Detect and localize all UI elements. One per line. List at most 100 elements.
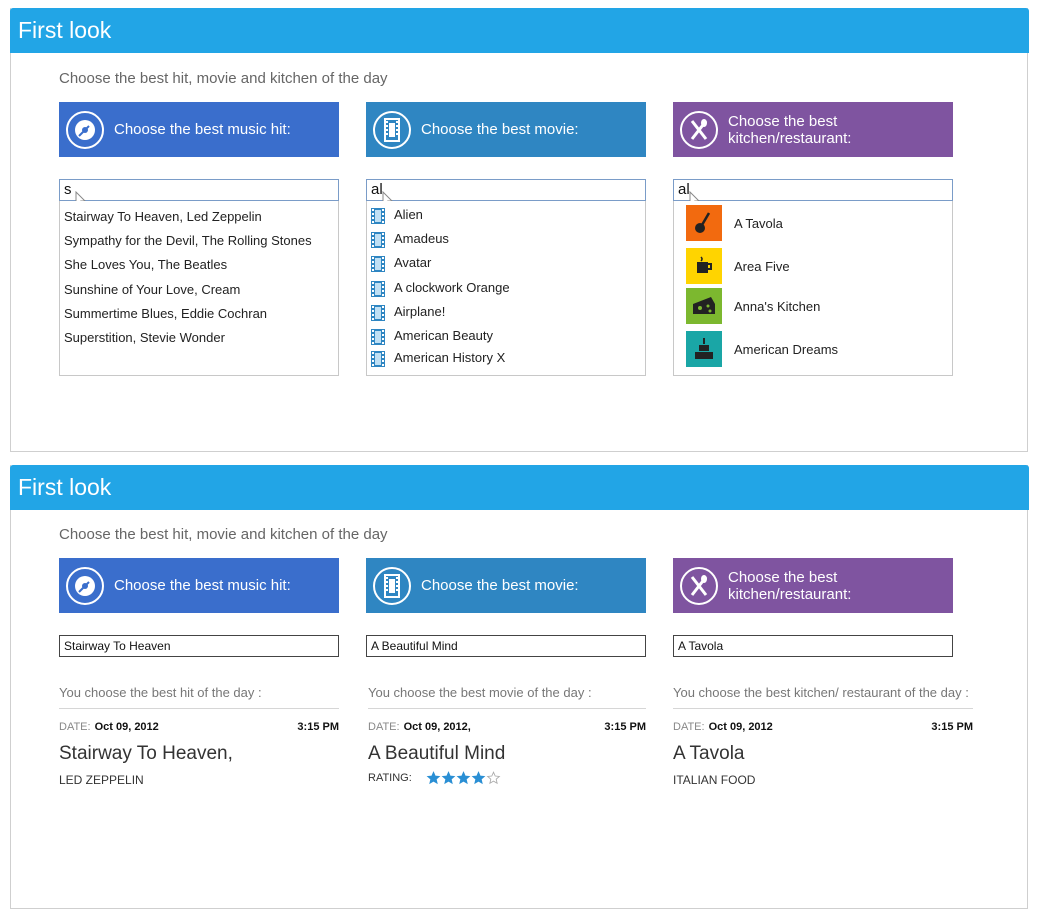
list-item[interactable]: Stairway To Heaven, Led Zeppelin [64,209,262,224]
coffee-cup-icon [686,248,722,284]
film-icon [371,280,385,297]
date-value: Oct 09, 2012 [708,721,773,733]
vinyl-disc-icon [65,110,105,150]
list-item[interactable]: Summertime Blues, Eddie Cochran [64,306,268,321]
time-value: 3:15 PM [931,721,973,733]
list-item[interactable]: Amadeus [371,231,449,248]
movie-tile: Choose the best movie: [366,558,646,613]
list-item[interactable]: Avatar [371,255,431,272]
movie-tile-label: Choose the best movie: [421,121,579,138]
music-tile: Choose the best music hit: [59,558,339,613]
list-item[interactable]: Sympathy for the Devil, The Rolling Ston… [64,233,312,248]
list-item[interactable]: Anna's Kitchen [686,288,820,324]
movie-suggestion-label: American History X [394,350,506,365]
food-tile-label: Choose the best kitchen/restaurant: [728,112,852,147]
list-item[interactable]: American History X [371,350,505,367]
list-item[interactable]: Area Five [686,248,790,284]
movie-suggestion-label: Alien [394,207,423,222]
time-value: 3:15 PM [604,721,646,733]
movie-suggestion-label: Airplane! [394,304,446,319]
movie-suggestion-label: Avatar [394,255,432,270]
film-icon [371,350,385,367]
result-cuisine: ITALIAN FOOD [673,773,756,787]
list-item[interactable]: She Loves You, The Beatles [64,257,228,272]
panel-subtitle: Choose the best hit, movie and kitchen o… [59,70,388,87]
film-icon [371,328,385,345]
movie-tile: Choose the best movie: [366,102,646,157]
fork-knife-icon [679,110,719,150]
movie-suggestion-label: A clockwork Orange [394,280,510,295]
star-empty-icon[interactable] [486,771,501,785]
music-search-input[interactable]: Stairway To Heaven [59,635,339,657]
date-value: Oct 09, 2012, [403,721,471,733]
star-filled-icon[interactable] [441,771,456,785]
music-tile: Choose the best music hit: [59,102,339,157]
result-title: A Beautiful Mind [368,743,506,764]
first-look-panel: First look Choose the best hit, movie an… [10,8,1029,452]
panel-title: First look [10,8,1029,53]
list-item[interactable]: American Beauty [371,328,493,345]
food-tile: Choose the best kitchen/restaurant: [673,558,953,613]
movie-suggestion-label: American Beauty [394,328,493,343]
film-icon [371,207,385,224]
food-suggestion-label: Anna's Kitchen [734,298,821,314]
date-label: DATE: [59,721,91,733]
result-heading: You choose the best movie of the day : [368,685,646,709]
rating-row: RATING: [368,771,501,785]
date-value: Oct 09, 2012 [94,721,159,733]
star-filled-icon[interactable] [426,771,441,785]
food-search-input[interactable]: A Tavola [673,635,953,657]
film-icon [371,304,385,321]
fork-knife-icon [679,566,719,606]
date-row: DATE: Oct 09, 2012 3:15 PM [59,721,339,733]
result-title: Stairway To Heaven, [59,743,233,764]
music-search-input[interactable]: s [59,179,339,201]
music-tile-label: Choose the best music hit: [114,121,291,138]
rating-label: RATING: [368,772,412,784]
food-tile: Choose the best kitchen/restaurant: [673,102,953,157]
list-item[interactable]: Sunshine of Your Love, Cream [64,282,241,297]
cheese-icon [686,288,722,324]
vinyl-disc-icon [65,566,105,606]
panel-subtitle: Choose the best hit, movie and kitchen o… [59,526,388,543]
food-suggestion-label: American Dreams [734,341,839,357]
film-strip-icon [372,566,412,606]
list-item[interactable]: Alien [371,207,423,224]
food-tile-label: Choose the best kitchen/restaurant: [728,568,852,603]
rating-stars[interactable] [426,771,501,785]
movie-suggestion-label: Amadeus [394,231,449,246]
ladle-icon [686,205,722,241]
food-search-input[interactable]: al [673,179,953,201]
food-suggestions-list: A Tavola Area Five Anna's Kitchen Americ… [673,201,953,376]
movie-suggestions-list: Alien Amadeus Avatar A clockwork Orange … [366,201,646,376]
movie-search-input[interactable]: A Beautiful Mind [366,635,646,657]
food-suggestion-label: Area Five [734,258,790,274]
movie-search-input[interactable]: al [366,179,646,201]
result-heading: You choose the best kitchen/ restaurant … [673,685,973,709]
star-filled-icon[interactable] [471,771,486,785]
date-row: DATE: Oct 09, 2012, 3:15 PM [368,721,646,733]
cake-icon [686,331,722,367]
list-item[interactable]: American Dreams [686,331,838,367]
film-icon [371,231,385,248]
film-strip-icon [372,110,412,150]
panel-title: First look [10,465,1029,510]
date-row: DATE: Oct 09, 2012 3:15 PM [673,721,973,733]
first-look-panel: First look Choose the best hit, movie an… [10,465,1029,909]
result-artist: LED ZEPPELIN [59,773,144,787]
date-label: DATE: [368,721,400,733]
time-value: 3:15 PM [297,721,339,733]
star-filled-icon[interactable] [456,771,471,785]
list-item[interactable]: Superstition, Stevie Wonder [64,330,225,345]
movie-tile-label: Choose the best movie: [421,577,579,594]
result-heading: You choose the best hit of the day : [59,685,339,709]
list-item[interactable]: Airplane! [371,304,445,321]
film-icon [371,255,385,272]
list-item[interactable]: A clockwork Orange [371,280,510,297]
result-title: A Tavola [673,743,745,764]
music-tile-label: Choose the best music hit: [114,577,291,594]
list-item[interactable]: A Tavola [686,205,783,241]
date-label: DATE: [673,721,705,733]
food-suggestion-label: A Tavola [734,215,783,231]
music-suggestions-list: Stairway To Heaven, Led Zeppelin Sympath… [59,201,339,376]
